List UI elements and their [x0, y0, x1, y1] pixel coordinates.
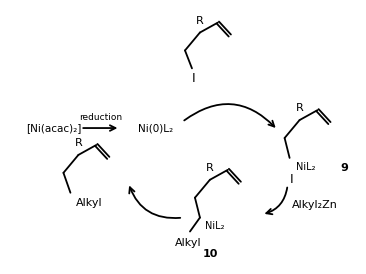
Text: 10: 10 [202, 249, 217, 259]
Text: I: I [192, 72, 196, 85]
Text: 9: 9 [340, 163, 348, 173]
Text: NiL₂: NiL₂ [296, 162, 315, 172]
Text: R: R [196, 16, 204, 25]
Text: Alkyl₂Zn: Alkyl₂Zn [292, 200, 337, 210]
Text: reduction: reduction [79, 113, 122, 122]
Text: R: R [296, 103, 303, 113]
Text: Ni(0)L₂: Ni(0)L₂ [138, 123, 173, 133]
Text: Alkyl: Alkyl [175, 238, 201, 249]
Text: R: R [206, 163, 214, 173]
Text: NiL₂: NiL₂ [205, 221, 224, 231]
Text: [Ni(acac)₂]: [Ni(acac)₂] [27, 123, 82, 133]
Text: Alkyl: Alkyl [75, 198, 102, 208]
Text: R: R [75, 138, 82, 148]
Text: I: I [290, 173, 294, 186]
